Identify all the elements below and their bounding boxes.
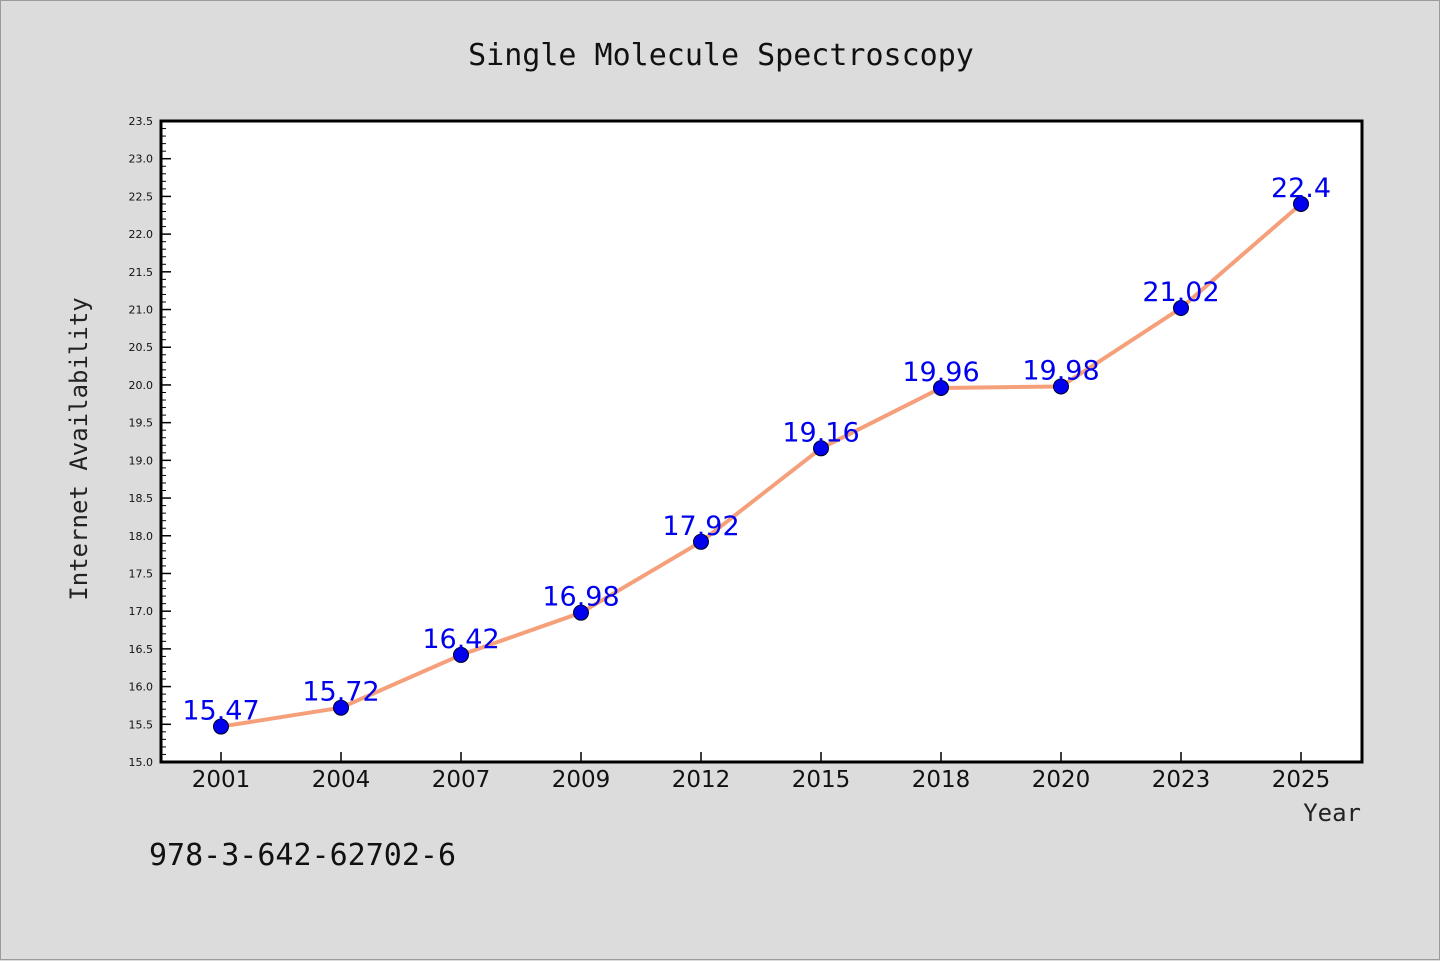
x-tick-label: 2001: [192, 767, 251, 793]
data-label: 19.16: [782, 417, 859, 448]
y-tick-label: 21.0: [129, 304, 154, 317]
y-tick-label: 15.5: [129, 718, 154, 731]
data-point: [1053, 378, 1069, 395]
y-axis-ticks: 15.0 15.5 16.0 16.5 17.0 17.5 18.0 18.5 19.0 19.5…: [129, 115, 171, 769]
y-tick-label: 16.0: [129, 681, 154, 694]
data-point: [333, 699, 349, 716]
y-tick-label: 18.5: [129, 492, 154, 505]
isbn-annotation: 978-3-642-62702-6: [149, 838, 456, 873]
series-line: [219, 201, 1303, 729]
x-tick-label: 2007: [432, 767, 491, 793]
data-point: [1173, 300, 1189, 317]
x-tick-label: 2015: [792, 767, 851, 793]
data-point: [213, 718, 229, 735]
x-tick-label: 2004: [312, 767, 371, 793]
plot-area: [161, 121, 1362, 762]
x-tick-label: 2020: [1032, 767, 1091, 793]
data-point: [813, 440, 829, 457]
x-axis-label: Year: [1303, 799, 1361, 827]
data-label: 19.98: [1022, 355, 1099, 386]
data-label: 17.92: [662, 511, 739, 542]
y-tick-label: 23.5: [129, 115, 154, 128]
data-label: 22.4: [1271, 173, 1331, 204]
y-tick-label: 18.0: [129, 530, 154, 543]
data-point: [1293, 195, 1309, 212]
data-point: [573, 604, 589, 621]
x-axis-ticks: 2001 2004 2007 2009 2012 2015 2018 2020 2023 2025: [192, 752, 1331, 793]
data-label: 21.02: [1142, 277, 1219, 308]
y-tick-label: 15.0: [129, 756, 154, 769]
data-point: [693, 533, 709, 550]
y-tick-label: 16.5: [129, 643, 154, 656]
data-label: 16.42: [422, 624, 499, 655]
data-point: [453, 646, 469, 663]
y-tick-label: 20.5: [129, 341, 154, 354]
plot-frame: [159, 119, 1364, 764]
data-label: 16.98: [542, 582, 619, 613]
y-axis-label: Internet Availability: [65, 297, 93, 600]
y-tick-label: 17.5: [129, 567, 154, 580]
x-tick-label: 2012: [672, 767, 731, 793]
x-tick-label: 2025: [1272, 767, 1331, 793]
x-tick-label: 2009: [552, 767, 611, 793]
series-layer: 15.47 15.72 16.42 16.98 17.92 19.16 19.96 19.98…: [182, 173, 1331, 735]
y-tick-label: 17.0: [129, 605, 154, 618]
chart-title: Single Molecule Spectroscopy: [468, 38, 974, 73]
y-tick-label: 22.0: [129, 228, 154, 241]
x-tick-label: 2023: [1152, 767, 1211, 793]
data-label: 15.47: [182, 696, 259, 727]
data-label: 15.72: [302, 677, 379, 708]
data-label: 19.96: [902, 357, 979, 388]
y-tick-label: 20.0: [129, 379, 154, 392]
x-tick-label: 2018: [912, 767, 971, 793]
y-tick-label: 19.5: [129, 417, 154, 430]
y-tick-label: 19.0: [129, 454, 154, 467]
y-tick-label: 21.5: [129, 266, 154, 279]
data-point: [933, 379, 949, 396]
y-tick-label: 23.0: [129, 153, 154, 166]
y-tick-label: 22.5: [129, 190, 154, 203]
